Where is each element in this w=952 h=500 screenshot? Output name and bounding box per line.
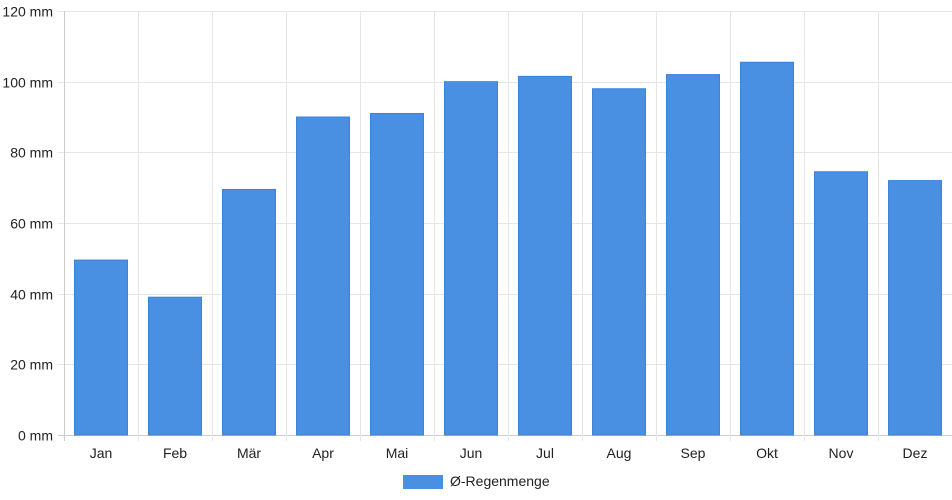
x-tick-label: Apr [312, 445, 334, 461]
grid [58, 11, 952, 441]
y-axis: 0 mm 20 mm 40 mm 60 mm 80 mm 100 mm 120 mm [2, 4, 53, 444]
legend-label[interactable]: Ø-Regenmenge [450, 473, 550, 489]
x-tick-label: Jan [90, 445, 113, 461]
y-tick-label: 120 mm [2, 4, 53, 20]
x-axis: Jan Feb Mär Apr Mai Jun Jul Aug Sep Okt Nov Dez [90, 445, 928, 461]
y-tick-label: 40 mm [10, 287, 53, 303]
y-tick-label: 60 mm [10, 216, 53, 232]
bar-Jan[interactable] [74, 259, 128, 436]
x-tick-label: Aug [607, 445, 632, 461]
x-tick-label: Jul [536, 445, 554, 461]
bar-Aug[interactable] [592, 88, 646, 436]
bar-Dez[interactable] [888, 180, 942, 436]
bar-Mai[interactable] [370, 112, 424, 436]
bar-Nov[interactable] [814, 171, 868, 436]
x-tick-label: Mär [237, 445, 261, 461]
x-tick-label: Jun [460, 445, 483, 461]
bar-Mär[interactable] [222, 188, 276, 436]
bar-Okt[interactable] [740, 61, 794, 436]
bars [74, 61, 942, 436]
x-tick-label: Sep [681, 445, 706, 461]
legend-swatch[interactable] [403, 475, 443, 489]
y-tick-label: 100 mm [2, 75, 53, 91]
y-tick-label: 20 mm [10, 357, 53, 373]
bar-Jun[interactable] [444, 81, 498, 436]
bar-Jul[interactable] [518, 75, 572, 436]
x-tick-label: Nov [829, 445, 854, 461]
legend[interactable]: Ø-Regenmenge [403, 473, 550, 489]
bar-Sep[interactable] [666, 74, 720, 436]
y-tick-label: 0 mm [18, 428, 53, 444]
x-tick-label: Dez [903, 445, 928, 461]
x-tick-label: Okt [756, 445, 778, 461]
x-tick-label: Mai [386, 445, 409, 461]
bar-Feb[interactable] [148, 296, 202, 436]
x-tick-label: Feb [163, 445, 187, 461]
bar-Apr[interactable] [296, 116, 350, 436]
y-tick-label: 80 mm [10, 145, 53, 161]
